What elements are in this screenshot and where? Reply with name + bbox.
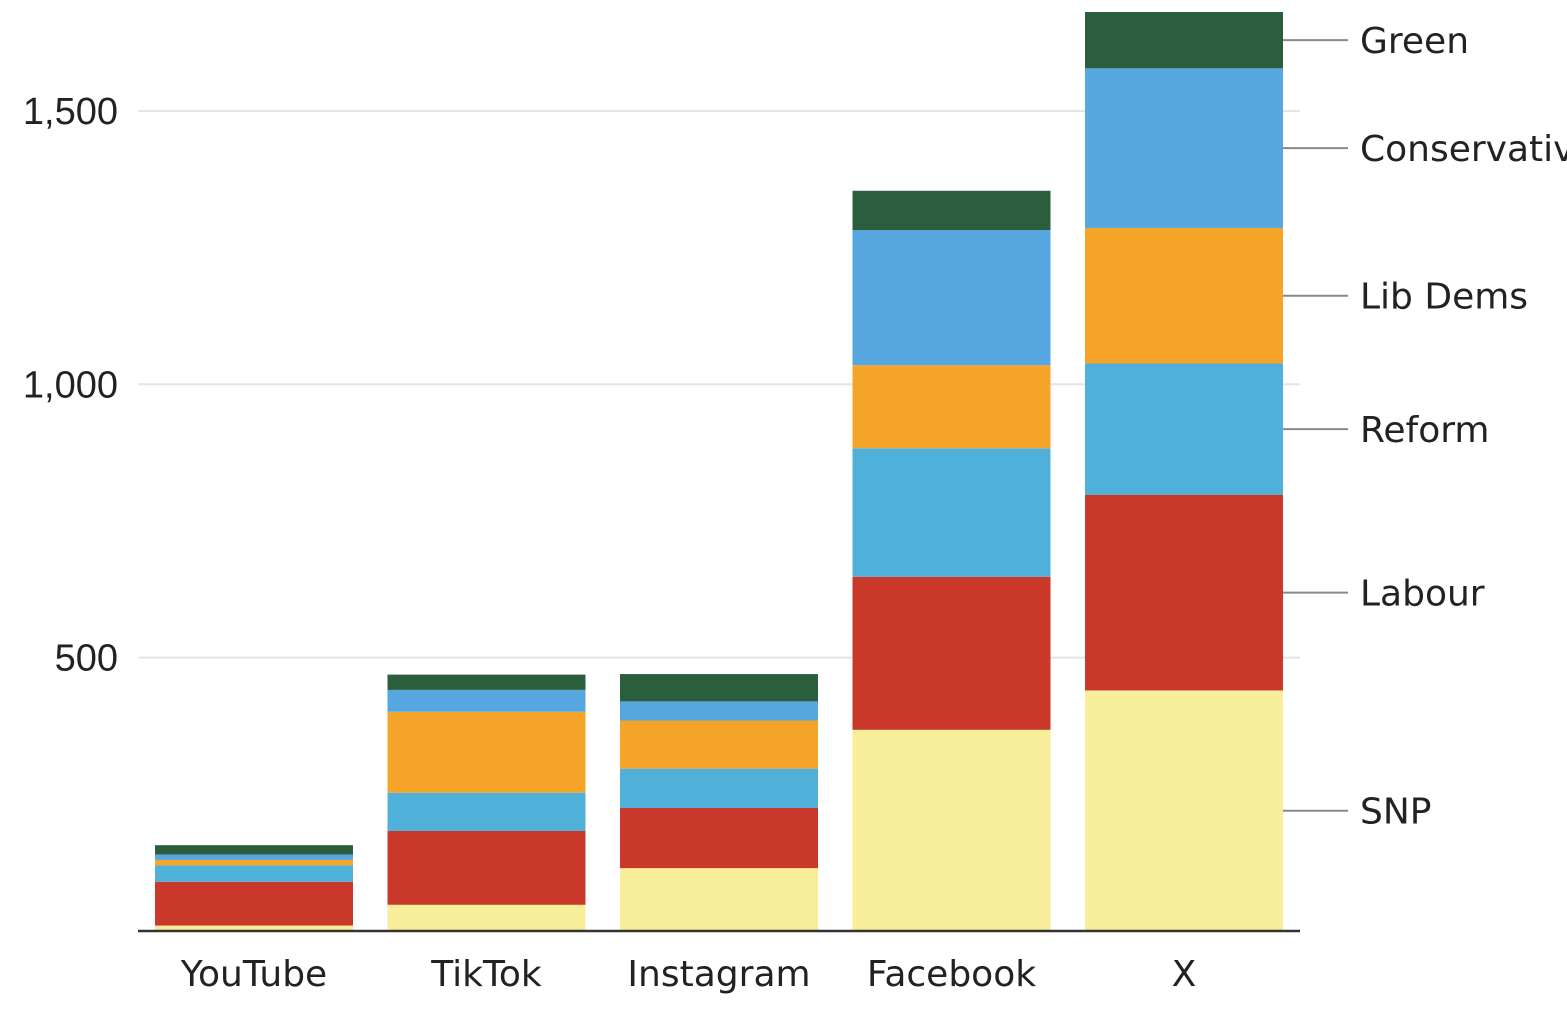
bar-segment-youtube-labour — [155, 881, 353, 926]
bar-segment-instagram-lib-dems — [620, 720, 818, 769]
bar-segment-x-snp — [1085, 690, 1283, 931]
legend-label-snp: SNP — [1360, 792, 1432, 833]
bar-segment-instagram-green — [620, 674, 818, 702]
bar-segment-youtube-conservatives — [155, 854, 353, 860]
bar-segment-x-lib-dems — [1085, 227, 1283, 364]
bar-segment-facebook-labour — [852, 576, 1051, 730]
x-category-label: YouTube — [180, 954, 327, 995]
legend-label-reform: Reform — [1360, 410, 1489, 451]
x-category-label: Facebook — [867, 954, 1036, 995]
bars — [155, 11, 1283, 931]
legend-label-green: Green — [1360, 21, 1469, 62]
bar-segment-x-reform — [1085, 363, 1283, 495]
bar-segment-instagram-snp — [620, 868, 818, 931]
bar-segment-tiktok-lib-dems — [387, 711, 586, 793]
legend-label-lib-dems: Lib Dems — [1360, 277, 1528, 318]
bar-segment-facebook-reform — [852, 448, 1051, 577]
bar-segment-x-conservatives — [1085, 68, 1283, 228]
bar-segment-tiktok-labour — [387, 830, 586, 905]
bar-segment-tiktok-conservatives — [387, 689, 586, 712]
bar-segment-youtube-lib-dems — [155, 859, 353, 866]
legend: Green Conservativ Lib Dems Reform Labour SNP — [1283, 21, 1567, 833]
axes: 500 1,000 1,500 YouTube TikTok Instagram Faceb… — [23, 91, 1300, 995]
bar-segment-tiktok-reform — [387, 792, 586, 831]
bar-segment-tiktok-snp — [387, 904, 586, 931]
bar-segment-instagram-reform — [620, 768, 818, 808]
bar-segment-facebook-green — [852, 190, 1051, 231]
bar-segment-facebook-conservatives — [852, 230, 1051, 366]
bar-segment-youtube-green — [155, 845, 353, 855]
y-tick-label: 1,000 — [23, 364, 118, 406]
bar-segment-youtube-reform — [155, 865, 353, 882]
x-category-label: TikTok — [430, 954, 542, 995]
bar-segment-instagram-conservatives — [620, 701, 818, 721]
bar-segment-x-labour — [1085, 494, 1283, 691]
x-category-label: X — [1172, 954, 1197, 995]
bar-segment-facebook-lib-dems — [852, 365, 1051, 449]
legend-label-conservatives: Conservativ — [1360, 129, 1567, 170]
bar-segment-facebook-snp — [852, 729, 1051, 931]
y-tick-label: 500 — [55, 638, 118, 680]
bar-segment-tiktok-green — [387, 674, 586, 690]
bar-segment-x-green — [1085, 11, 1283, 69]
bar-segment-instagram-labour — [620, 807, 818, 869]
legend-label-labour: Labour — [1360, 574, 1485, 615]
y-tick-label: 1,500 — [23, 91, 118, 133]
x-category-label: Instagram — [627, 954, 810, 995]
bar-segment-youtube-snp — [155, 925, 353, 931]
